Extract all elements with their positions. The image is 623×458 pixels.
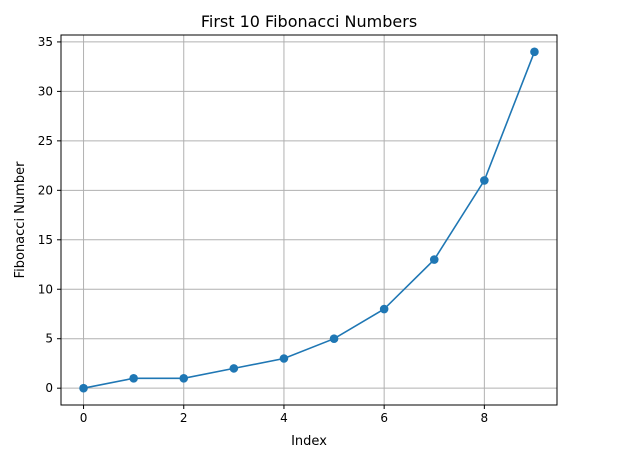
series-line: [83, 51, 536, 389]
grid-lines: [61, 35, 557, 405]
x-tick-label: 8: [481, 411, 489, 425]
y-axis-ticks: 0 5 10 15 20 25 30 35: [38, 35, 61, 395]
data-point: [379, 304, 389, 314]
plot-frame: [60, 34, 558, 406]
data-point: [329, 334, 339, 344]
y-tick-label: 5: [45, 332, 53, 346]
y-axis-label: Fibonacci Number: [13, 161, 28, 278]
y-tick-label: 15: [38, 233, 53, 247]
chart-title: First 10 Fibonacci Numbers: [201, 12, 417, 31]
x-tick-label: 6: [380, 411, 388, 425]
data-point: [129, 373, 138, 383]
series-group: [79, 47, 539, 393]
y-tick-label: 20: [38, 183, 53, 197]
y-tick-label: 35: [38, 35, 53, 49]
data-point: [279, 354, 289, 363]
data-point: [79, 383, 88, 393]
data-point: [480, 176, 489, 185]
x-axis-ticks: 0 2 4 6 8: [80, 405, 488, 425]
data-point: [530, 47, 539, 57]
data-point: [229, 364, 239, 373]
y-tick-label: 25: [38, 134, 53, 148]
y-tick-label: 0: [45, 381, 53, 395]
data-point: [429, 255, 439, 264]
x-tick-label: 4: [280, 411, 288, 425]
x-axis-label: Index: [291, 434, 327, 449]
data-point: [179, 373, 189, 383]
x-tick-label: 0: [80, 411, 88, 425]
y-tick-label: 30: [38, 84, 53, 98]
y-tick-label: 10: [38, 282, 53, 296]
x-tick-label: 2: [180, 411, 188, 425]
